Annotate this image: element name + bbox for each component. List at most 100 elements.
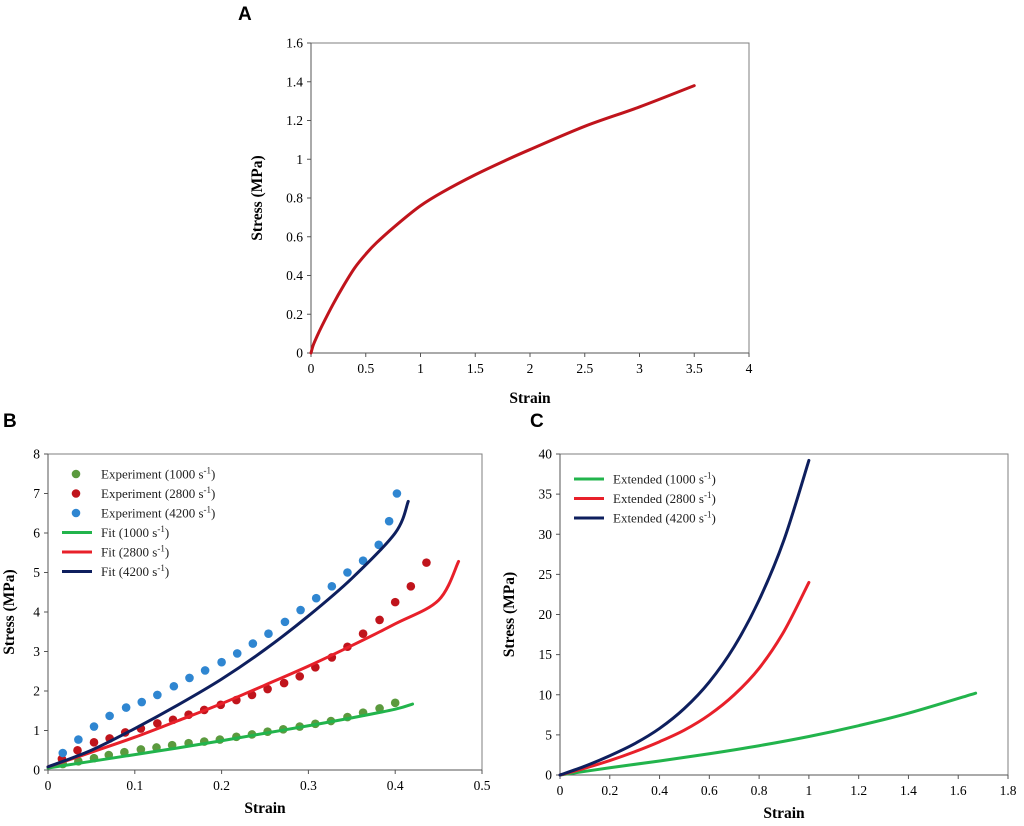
y-tick-label-a: 1.2 xyxy=(286,113,303,128)
data-point xyxy=(185,673,194,683)
data-point xyxy=(392,489,402,498)
x-tick-label-a: 0 xyxy=(308,361,315,376)
series-line-b-5 xyxy=(46,499,410,769)
chart-panel-c: 0 0.2 0.4 0.6 0.8 1 1.2 1.4 1.6 1.8 0 5 10 15 20 25 30 35… xyxy=(501,447,1017,823)
y-tick-label-a: 0.2 xyxy=(286,307,303,322)
data-point xyxy=(74,735,83,744)
x-tick-label-a: 1 xyxy=(417,361,424,376)
data-point xyxy=(136,745,146,754)
y-tick-label-b: 8 xyxy=(33,447,40,462)
x-tick-label-c: 1 xyxy=(806,783,813,798)
x-tick-label-b: 0.3 xyxy=(300,778,317,793)
data-point xyxy=(295,672,305,681)
y-tick-label-a: 0.4 xyxy=(286,268,303,283)
data-point xyxy=(280,617,290,627)
data-point xyxy=(311,593,321,603)
y-tick-label-b: 7 xyxy=(33,486,40,501)
x-tick-label-c: 0 xyxy=(557,783,564,798)
x-axis-label-c: Strain xyxy=(763,805,805,822)
panel-letter-c: C xyxy=(530,411,544,432)
data-point xyxy=(200,666,210,675)
y-tick-label-c: 30 xyxy=(539,527,553,542)
data-point xyxy=(422,558,431,567)
legend-entry: Fit (2800 s-1) xyxy=(101,544,169,560)
legend-marker xyxy=(71,469,81,479)
x-tick-label-c: 0.8 xyxy=(751,783,768,798)
data-point xyxy=(358,556,368,565)
chart-panel-a: 0 0.5 1 1.5 2 2.5 3 3.5 4 0 0.2 0.4 0.6 0.8 1 1.2 1.4 1.6… xyxy=(249,36,753,408)
series-line-c-2 xyxy=(558,458,811,777)
x-tick-label-a: 0.5 xyxy=(357,361,374,376)
y-tick-label-b: 0 xyxy=(33,763,40,778)
data-point xyxy=(73,745,82,755)
x-tick-label-a: 3.5 xyxy=(686,361,703,376)
series-line-a-0 xyxy=(309,84,696,355)
data-point xyxy=(296,605,305,615)
panel-letter-b: B xyxy=(3,411,17,432)
series-line-c-1 xyxy=(558,580,811,777)
x-tick-label-b: 0.1 xyxy=(126,778,143,793)
legend-entry: Extended (4200 s-1) xyxy=(613,510,716,526)
data-point xyxy=(343,568,352,577)
data-point xyxy=(153,719,162,728)
data-point xyxy=(169,681,179,691)
x-tick-label-c: 1.2 xyxy=(850,783,867,798)
y-tick-label-b: 4 xyxy=(33,605,40,620)
series-points-b-2 xyxy=(58,489,402,758)
data-point xyxy=(390,698,400,708)
x-tick-label-a: 3 xyxy=(636,361,643,376)
y-tick-label-a: 0.6 xyxy=(286,229,303,244)
x-tick-label-b: 0.5 xyxy=(474,778,491,793)
y-tick-label-a: 1.4 xyxy=(286,74,303,89)
data-point xyxy=(264,629,273,639)
legend-entry: Fit (4200 s-1) xyxy=(101,563,169,579)
y-tick-label-c: 40 xyxy=(539,447,553,462)
x-tick-label-a: 4 xyxy=(746,361,753,376)
y-tick-label-b: 3 xyxy=(33,644,40,659)
chart-panel-b: 0 0.1 0.2 0.3 0.4 0.5 0 1 2 3 4 5 6 7 8 Strain Stress (M… xyxy=(1,447,491,818)
data-point xyxy=(232,649,242,658)
data-point xyxy=(89,722,99,731)
y-tick-label-a: 1 xyxy=(296,152,303,167)
series-line-b-4 xyxy=(46,559,461,769)
data-point xyxy=(263,684,272,694)
data-point xyxy=(374,540,384,550)
data-point xyxy=(406,582,416,591)
data-point xyxy=(153,690,162,700)
x-tick-label-a: 1.5 xyxy=(467,361,484,376)
x-tick-label-a: 2 xyxy=(527,361,534,376)
y-axis-label-a: Stress (MPa) xyxy=(249,155,266,240)
x-tick-label-c: 1.6 xyxy=(950,783,967,798)
legend-entry: Fit (1000 s-1) xyxy=(101,524,169,540)
data-point xyxy=(58,748,68,758)
series-line-c-0 xyxy=(558,691,978,777)
y-tick-label-c: 5 xyxy=(545,727,552,742)
y-tick-label-a: 0 xyxy=(296,346,303,361)
x-tick-label-b: 0.2 xyxy=(213,778,230,793)
y-tick-label-b: 2 xyxy=(33,684,40,699)
panel-letters: A B C xyxy=(3,4,544,432)
y-tick-label-b: 6 xyxy=(33,526,40,541)
legend-b: Experiment (1000 s-1) Experiment (2800 s-… xyxy=(62,466,215,579)
x-tick-label-c: 0.2 xyxy=(601,783,618,798)
series-points-b-1 xyxy=(57,558,431,764)
legend-entry: Extended (2800 s-1) xyxy=(613,490,716,506)
x-tick-label-c: 0.6 xyxy=(701,783,718,798)
y-tick-label-c: 10 xyxy=(539,687,553,702)
data-point xyxy=(384,516,394,526)
x-tick-label-c: 0.4 xyxy=(651,783,668,798)
y-axis-label-b: Stress (MPa) xyxy=(1,569,18,654)
x-tick-label-c: 1.8 xyxy=(1000,783,1017,798)
data-point xyxy=(217,657,226,667)
legend-entry: Extended (1000 s-1) xyxy=(613,471,716,487)
x-tick-label-b: 0.4 xyxy=(387,778,404,793)
plot-frame-b xyxy=(47,453,483,771)
data-point xyxy=(89,738,99,747)
data-point xyxy=(121,703,131,712)
legend-entry: Experiment (2800 s-1) xyxy=(101,485,215,501)
y-tick-label-a: 1.6 xyxy=(286,36,303,51)
data-point xyxy=(358,629,368,639)
data-point xyxy=(390,597,400,607)
x-tick-label-c: 1.4 xyxy=(900,783,917,798)
